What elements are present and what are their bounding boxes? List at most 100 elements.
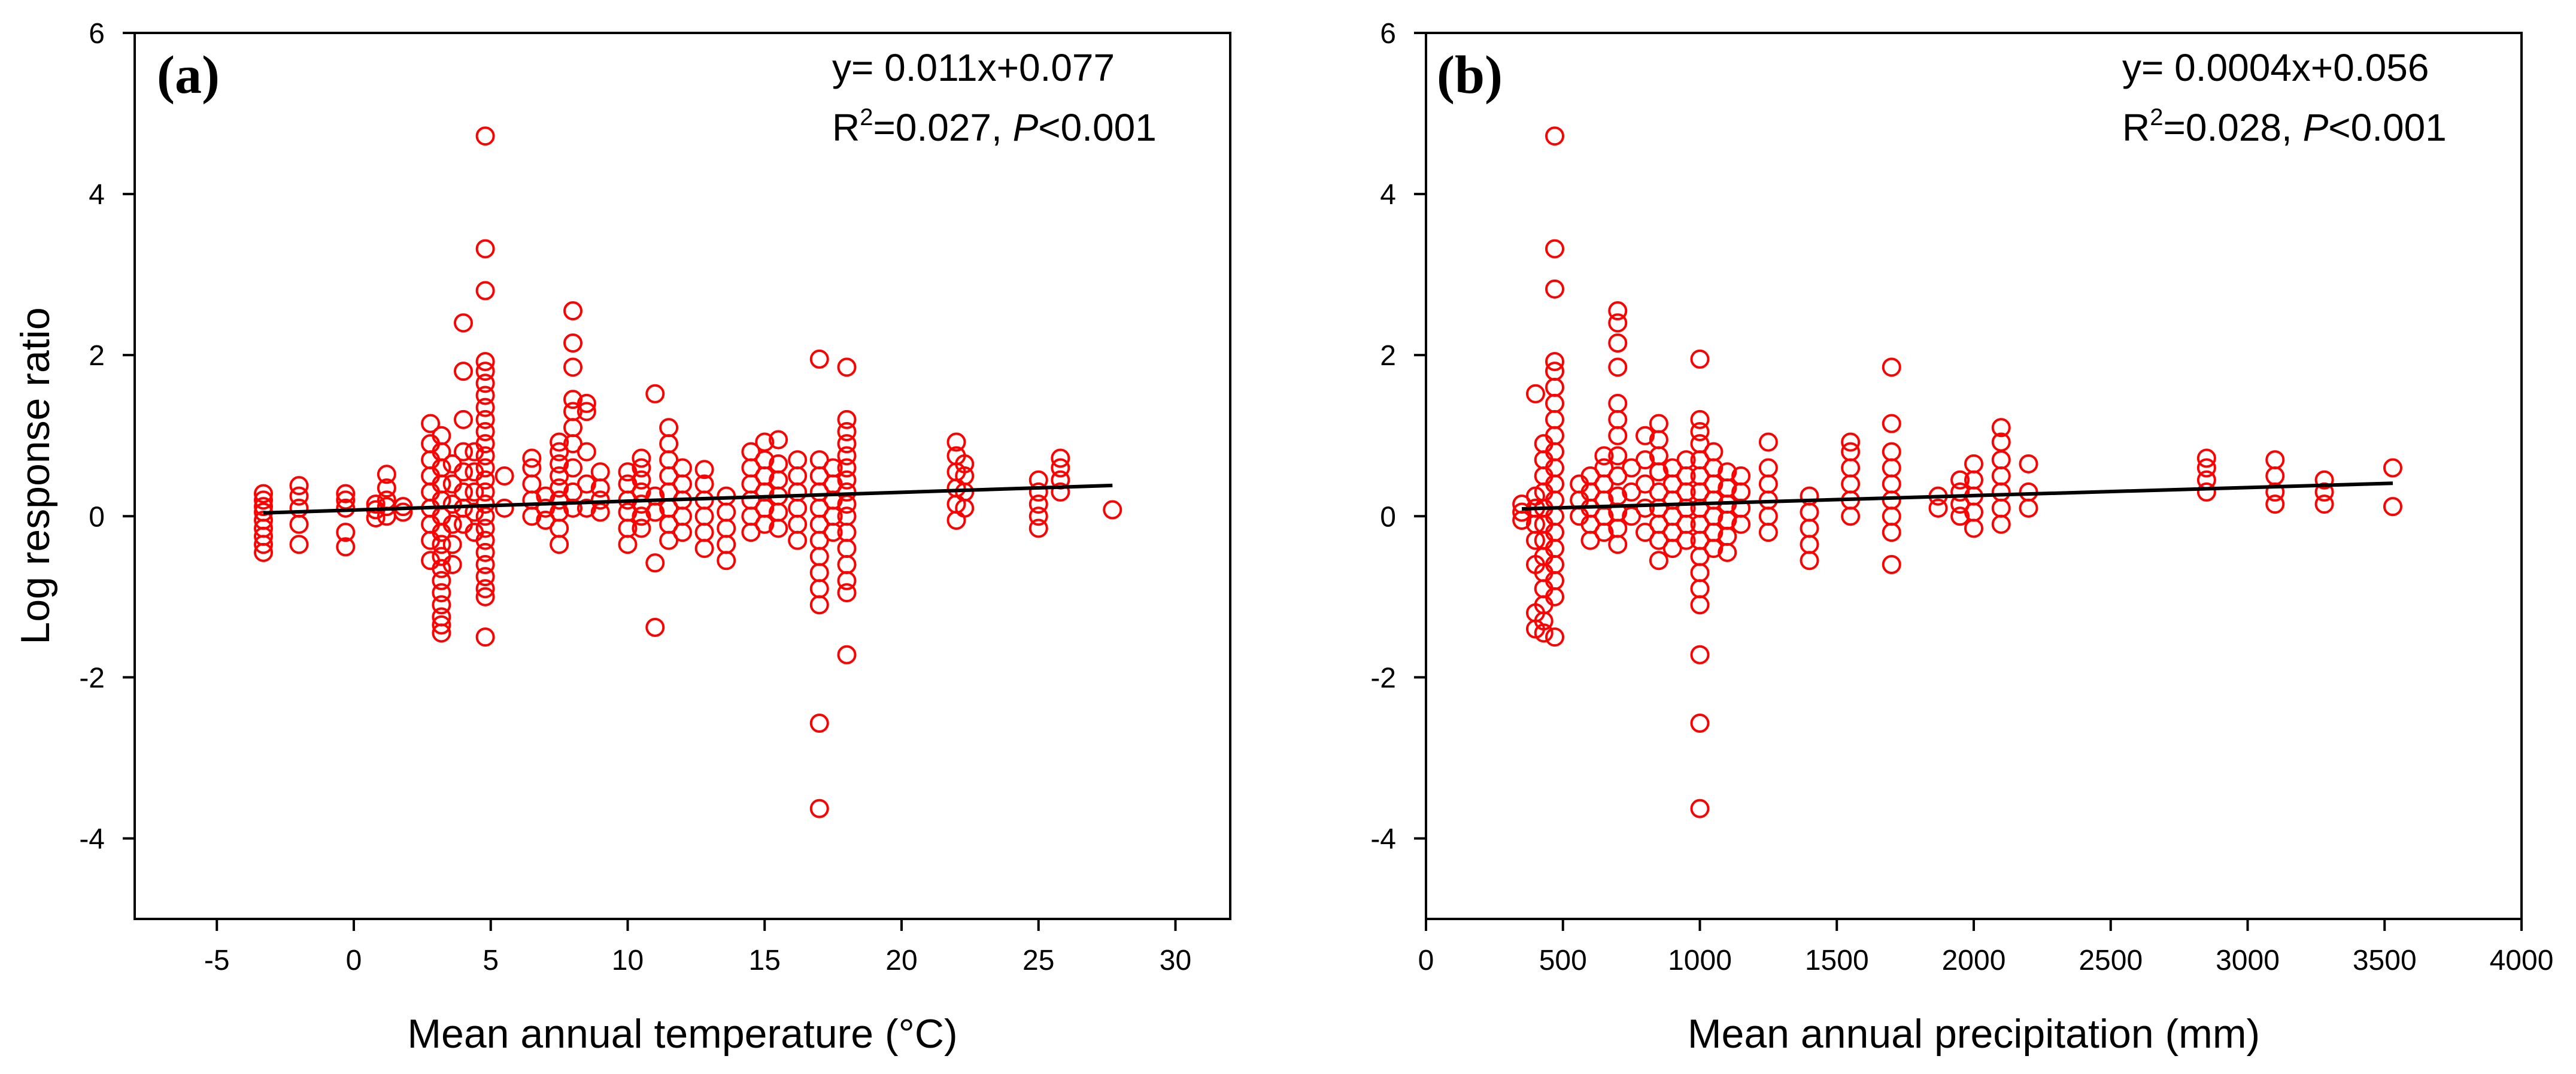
panel-b-data-point — [1622, 482, 1642, 502]
panel-a-ytick-label: 4 — [89, 179, 105, 211]
panel-a-data-point — [809, 595, 829, 615]
panel-a-data-point — [809, 714, 829, 733]
panel-a-data-point — [336, 498, 356, 518]
panel-b-ticks — [1414, 32, 2523, 931]
panel-a-xtick-label: 0 — [346, 945, 362, 976]
panel-a-data-point — [475, 398, 495, 417]
panel-b-data-point — [1841, 432, 1861, 452]
panel-b-data-point — [2314, 494, 2334, 514]
panel-b-data-point — [1580, 466, 1600, 486]
panel-a-data-point — [475, 446, 495, 466]
panel-a-data-point — [946, 432, 966, 452]
panel-a-data-point — [336, 537, 356, 557]
panel-b-ytick-label: -4 — [1370, 823, 1396, 855]
panel-a-data-point — [377, 478, 396, 498]
panel-a-data-point — [632, 494, 651, 514]
panel-b-r2-sup: 2 — [2150, 104, 2163, 131]
panel-b-data-point — [1690, 409, 1710, 429]
panel-a-data-point — [475, 434, 495, 454]
panel-a-data-point — [837, 506, 857, 526]
panel-b-data-point — [1882, 442, 1901, 462]
panel-b-data-point — [1964, 454, 1983, 474]
panel-a-xtick-labels: -5 0 5 10 15 20 25 30 — [204, 945, 1191, 976]
panel-b-ytick-label: 6 — [1380, 18, 1396, 50]
panel-a-fit-line — [263, 483, 1113, 515]
panel-a-data-point — [442, 555, 462, 574]
panel-b-data-point — [1636, 450, 1655, 470]
panel-a-ytick-label: 6 — [89, 18, 105, 50]
panel-a-data-point — [421, 414, 441, 433]
panel-a-data-point — [788, 482, 808, 502]
panel-a-data-point — [475, 555, 495, 574]
panel-b-data-point — [2265, 494, 2285, 514]
panel-a-data-point — [946, 511, 966, 530]
panel-b-data-point — [1758, 432, 1778, 452]
panel-a-data-point — [475, 458, 495, 478]
panel-b-data-point — [2019, 454, 2038, 474]
panel-a-data-point — [475, 470, 495, 490]
panel-a-ytick-label: -2 — [79, 662, 105, 694]
panel-a-data-point — [475, 351, 495, 371]
panel-b-data-point — [1800, 502, 1819, 522]
panel-a-data-point — [955, 454, 975, 474]
panel-b-p-letter: P — [2303, 106, 2329, 149]
panel-a-data-point — [837, 539, 857, 559]
panel-b-data-point — [1545, 378, 1565, 397]
panel-a-data-point — [717, 551, 736, 571]
panel-a-data-point — [465, 482, 484, 502]
panel-b-data-point — [1526, 384, 1545, 403]
panel-b-data-point — [1800, 518, 1819, 538]
panel-a-ytick-labels: -4 -2 0 2 4 6 — [79, 18, 105, 855]
panel-b-data-point — [1882, 506, 1901, 526]
panel-a-data-point — [837, 470, 857, 490]
panel-b-data-point — [1636, 523, 1655, 542]
panel-a-data-point — [837, 422, 857, 441]
panel-a-stats: R2=0.027, P<0.001 — [832, 104, 1157, 149]
panel-a-data-point — [454, 462, 473, 482]
panel-a-data-point — [1103, 500, 1122, 520]
panel-b-data-point — [1534, 623, 1554, 643]
panel-b-ytick-labels: -4 -2 0 2 4 6 — [1370, 18, 1396, 855]
panel-b-data-point — [1882, 414, 1901, 433]
panel-a-data-point — [837, 434, 857, 454]
panel-a-xtick-label: 15 — [749, 945, 781, 976]
panel-a-data-point — [377, 465, 396, 484]
panel-a-data-point — [475, 386, 495, 405]
panel-b-ytick-label: 4 — [1380, 179, 1396, 211]
panel-a-data-point — [769, 454, 788, 474]
panel-b-data-point — [1636, 426, 1655, 445]
panel-b-data-point — [1594, 446, 1614, 466]
panel-a-data-point — [432, 595, 451, 615]
panel-a-data-point — [1028, 506, 1048, 526]
panel-b-data-point — [1545, 351, 1565, 371]
panel-b-data-point — [1690, 563, 1710, 582]
panel-a-data-point — [550, 442, 569, 462]
panel-a-data-point — [837, 571, 857, 590]
panel-a-data-point — [475, 530, 495, 550]
panel-a-data-point — [837, 555, 857, 574]
panel-b-xtick-label: 3500 — [2353, 945, 2417, 976]
panel-b-data-point — [1545, 362, 1565, 381]
panel-a-data-point — [454, 482, 473, 502]
panel-a-data-point — [673, 523, 692, 542]
panel-a-data-point — [432, 615, 451, 635]
panel-b-data-point — [1928, 498, 1948, 518]
panel-a-xtick-label: 5 — [483, 945, 499, 976]
panel-b-data-point — [1950, 470, 1970, 490]
panel-b-data-point — [1758, 523, 1778, 542]
panel-b-data-point — [1690, 349, 1710, 369]
panel-a-ytick-label: 0 — [89, 501, 105, 533]
panel-b-xlabel: Mean annual precipitation (mm) — [1688, 1011, 2260, 1057]
panel-a-data-point — [475, 567, 495, 587]
panel-a-equation: y= 0.011x+0.077 — [832, 46, 1115, 89]
panel-b-ytick-label: -2 — [1370, 662, 1396, 694]
panel-a-data-point — [809, 563, 829, 582]
panel-b-data-point — [1545, 627, 1565, 647]
panel-b-data-point — [1608, 333, 1628, 353]
panel-b-data-point — [1690, 434, 1710, 454]
panel-b-data-point — [1800, 486, 1819, 506]
panel-a-data-point — [475, 281, 495, 301]
panel-a-data-point — [717, 535, 736, 554]
panel-b-data-point — [1608, 426, 1628, 445]
